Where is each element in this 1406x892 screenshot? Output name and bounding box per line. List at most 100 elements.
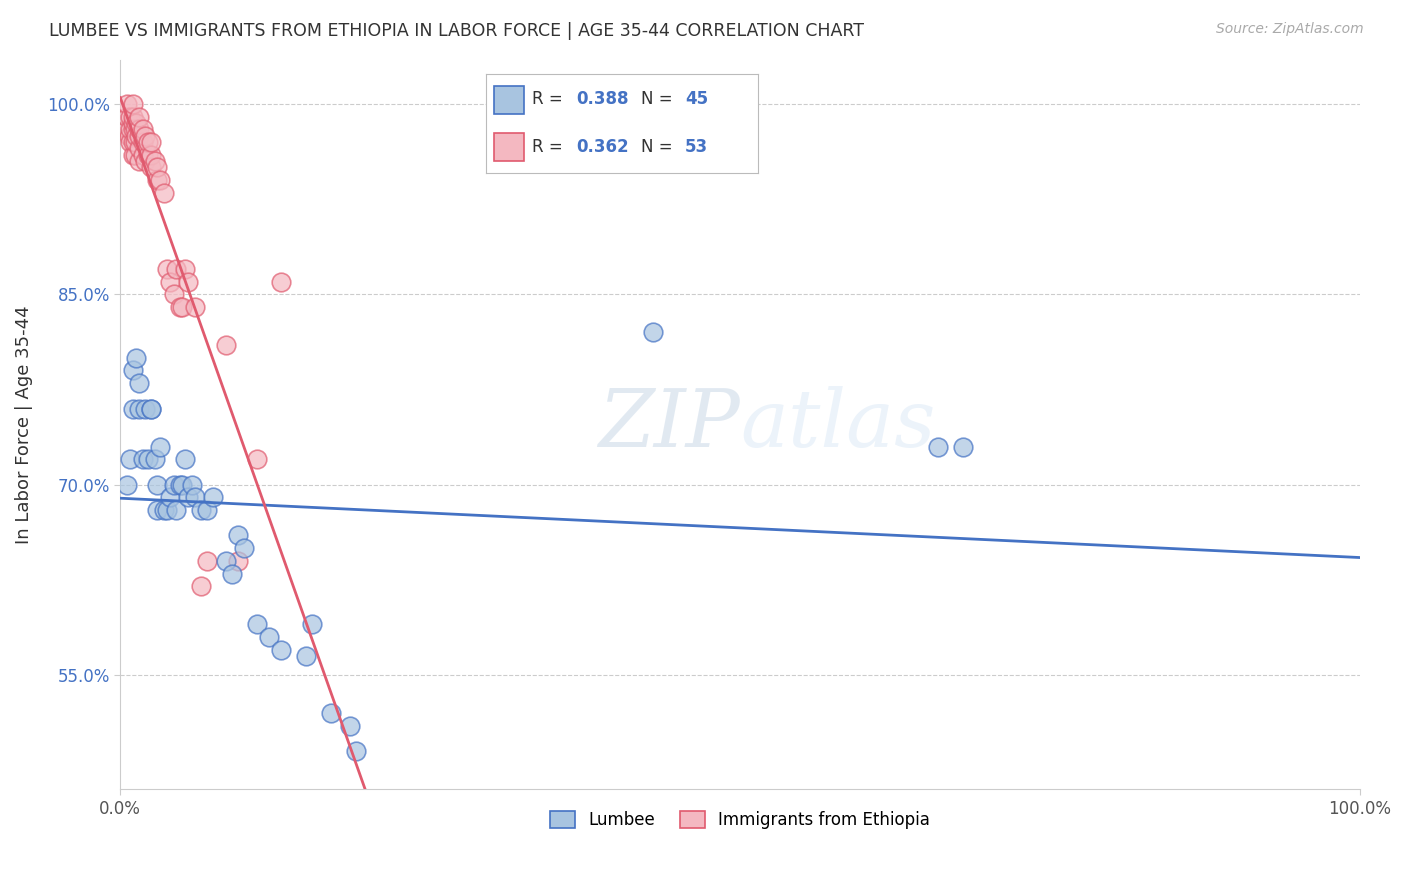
Point <box>125 116 148 130</box>
Point <box>143 452 166 467</box>
Point <box>115 122 138 136</box>
Point <box>246 617 269 632</box>
Point <box>141 148 163 162</box>
Point <box>134 401 156 416</box>
Point <box>183 491 205 505</box>
Point <box>162 287 184 301</box>
Point <box>136 452 159 467</box>
Point <box>149 173 172 187</box>
Point <box>162 477 184 491</box>
Point <box>131 148 153 162</box>
Point <box>301 617 323 632</box>
Point <box>156 503 179 517</box>
Point <box>118 128 141 143</box>
Point <box>152 503 174 517</box>
Point <box>927 440 949 454</box>
Point <box>120 135 142 149</box>
Point <box>319 706 342 720</box>
Text: Source: ZipAtlas.com: Source: ZipAtlas.com <box>1216 22 1364 37</box>
Point <box>246 452 269 467</box>
Point <box>165 262 187 277</box>
Point <box>195 554 218 568</box>
Point <box>643 326 665 340</box>
Point <box>195 503 218 517</box>
Point <box>141 135 163 149</box>
Point <box>173 262 195 277</box>
Point <box>115 97 138 112</box>
Legend: Lumbee, Immigrants from Ethiopia: Lumbee, Immigrants from Ethiopia <box>543 804 936 836</box>
Text: LUMBEE VS IMMIGRANTS FROM ETHIOPIA IN LABOR FORCE | AGE 35-44 CORRELATION CHART: LUMBEE VS IMMIGRANTS FROM ETHIOPIA IN LA… <box>49 22 865 40</box>
Point <box>128 128 150 143</box>
Point <box>146 173 169 187</box>
Y-axis label: In Labor Force | Age 35-44: In Labor Force | Age 35-44 <box>15 305 32 544</box>
Point <box>339 719 361 733</box>
Point <box>165 503 187 517</box>
Point <box>214 338 236 352</box>
Point <box>134 154 156 169</box>
Point <box>270 275 292 289</box>
Point <box>121 116 143 130</box>
Point <box>115 110 138 124</box>
Point <box>344 744 367 758</box>
Point <box>131 122 153 136</box>
Point <box>952 440 974 454</box>
Point <box>121 97 143 112</box>
Point <box>120 110 142 124</box>
Point <box>120 122 142 136</box>
Point <box>141 401 163 416</box>
Point <box>121 122 143 136</box>
Point <box>125 351 148 365</box>
Point <box>128 110 150 124</box>
Point <box>121 110 143 124</box>
Text: atlas: atlas <box>740 385 935 463</box>
Point <box>124 135 146 149</box>
Point <box>128 401 150 416</box>
Point <box>146 477 169 491</box>
Point <box>124 122 146 136</box>
Point <box>177 275 200 289</box>
Point <box>152 186 174 200</box>
Point <box>141 161 163 175</box>
Point <box>115 477 138 491</box>
Point <box>121 135 143 149</box>
Point <box>128 376 150 391</box>
Point <box>169 477 191 491</box>
Point <box>146 503 169 517</box>
Point <box>226 528 249 542</box>
Point <box>156 262 179 277</box>
Point <box>128 141 150 155</box>
Point <box>270 642 292 657</box>
Point <box>257 630 280 644</box>
Point <box>177 491 200 505</box>
Point <box>295 648 318 663</box>
Point <box>128 154 150 169</box>
Point <box>183 300 205 314</box>
Point <box>233 541 256 555</box>
Point <box>131 452 153 467</box>
Point <box>128 122 150 136</box>
Point <box>124 148 146 162</box>
Point <box>172 300 194 314</box>
Point <box>121 148 143 162</box>
Point <box>169 300 191 314</box>
Point <box>134 128 156 143</box>
Point <box>141 401 163 416</box>
Point <box>136 135 159 149</box>
Point <box>159 491 181 505</box>
Point <box>221 566 243 581</box>
Point <box>226 554 249 568</box>
Point <box>136 148 159 162</box>
Point <box>202 491 225 505</box>
Point <box>214 554 236 568</box>
Point <box>173 452 195 467</box>
Point <box>190 503 212 517</box>
Point <box>131 135 153 149</box>
Text: ZIP: ZIP <box>598 385 740 463</box>
Point <box>181 477 204 491</box>
Point <box>172 477 194 491</box>
Point <box>121 401 143 416</box>
Point <box>159 275 181 289</box>
Point <box>121 363 143 377</box>
Point <box>143 154 166 169</box>
Point <box>125 128 148 143</box>
